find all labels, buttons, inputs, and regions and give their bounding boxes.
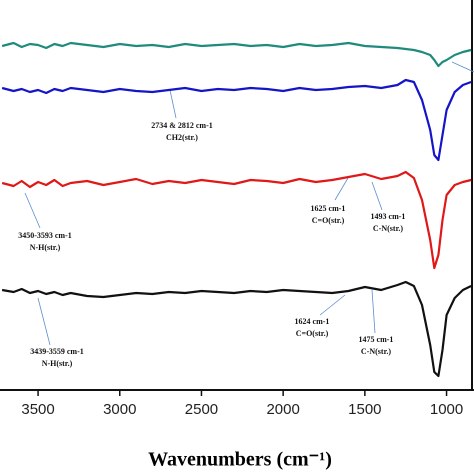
annotation: C-N(str.)	[361, 347, 391, 356]
x-tick-label: 2000	[266, 401, 299, 418]
annotation: 3450-3593 cm-1	[18, 231, 72, 240]
annotation: 1625 cm-1	[311, 204, 346, 213]
annotation: C-N(str.)	[373, 224, 403, 233]
annotation-arrows	[24, 61, 474, 346]
x-tick-label: 3500	[21, 401, 54, 418]
annotation: 1475 cm-1	[359, 335, 394, 344]
x-axis-label: Wavenumbers (cm⁻¹)	[148, 449, 332, 471]
x-tick-label: 3000	[103, 401, 136, 418]
annotation: 2734 & 2812 cm-1	[151, 121, 213, 130]
spectrum-line	[1, 170, 472, 270]
x-tick-label: 1000	[430, 401, 463, 418]
x-tick-label: 1500	[348, 401, 381, 418]
annotation: CH2(str.)	[166, 133, 198, 142]
spectrum-line	[1, 41, 472, 68]
annotation: N-H(str.)	[42, 359, 73, 368]
spectrum-line	[1, 280, 472, 378]
x-tick-label: 2500	[185, 401, 218, 418]
annotation: 3439-3559 cm-1	[30, 347, 84, 356]
annotation: C=O(str.)	[296, 329, 329, 338]
annotation: 1493 cm-1	[371, 212, 406, 221]
annotation: 1624 cm-1	[295, 317, 330, 326]
spectrum-line	[1, 78, 472, 162]
annotation: N-H(str.)	[30, 243, 61, 252]
annotation: C=O(str.)	[312, 216, 345, 225]
